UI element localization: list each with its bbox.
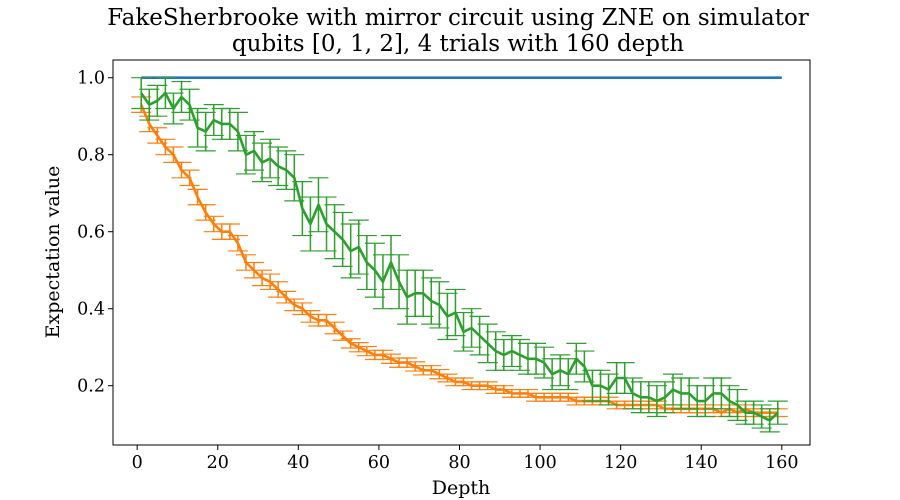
x-tick-label: 60 — [368, 453, 390, 473]
x-tick-label: 140 — [685, 453, 718, 473]
x-tick-label: 40 — [287, 453, 309, 473]
y-axis-label: Expectation value — [42, 166, 64, 339]
series-1 — [131, 96, 788, 418]
y-tick-label: 0.4 — [77, 300, 105, 320]
chart-title: FakeSherbrooke with mirror circuit using… — [107, 5, 809, 31]
y-tick-label: 0.2 — [77, 377, 105, 397]
plot-area: 0 20 40 60 80 100 120 140 160 0.2 0.4 0.6 0.8 1.0 — [77, 59, 811, 473]
x-tick-label: 80 — [448, 453, 470, 473]
y-tick-label: 0.8 — [77, 146, 105, 166]
x-tick-label: 120 — [604, 453, 637, 473]
x-tick-label: 20 — [207, 453, 229, 473]
y-tick-label: 1.0 — [77, 69, 105, 89]
x-tick-label: 0 — [132, 453, 143, 473]
y-tick-label: 0.6 — [77, 223, 105, 243]
chart-subtitle: qubits [0, 1, 2], 4 trials with 160 dept… — [232, 31, 684, 57]
series-line-2 — [140, 91, 779, 422]
series-layer — [131, 76, 788, 433]
series-2 — [131, 77, 788, 433]
x-tick-label: 160 — [765, 453, 798, 473]
x-tick-label: 100 — [523, 453, 556, 473]
y-axis-ticks: 0.2 0.4 0.6 0.8 1.0 — [77, 69, 113, 397]
x-axis-label: Depth — [432, 477, 491, 499]
x-axis-ticks: 0 20 40 60 80 100 120 140 160 — [132, 445, 799, 473]
plot-frame — [112, 59, 811, 446]
